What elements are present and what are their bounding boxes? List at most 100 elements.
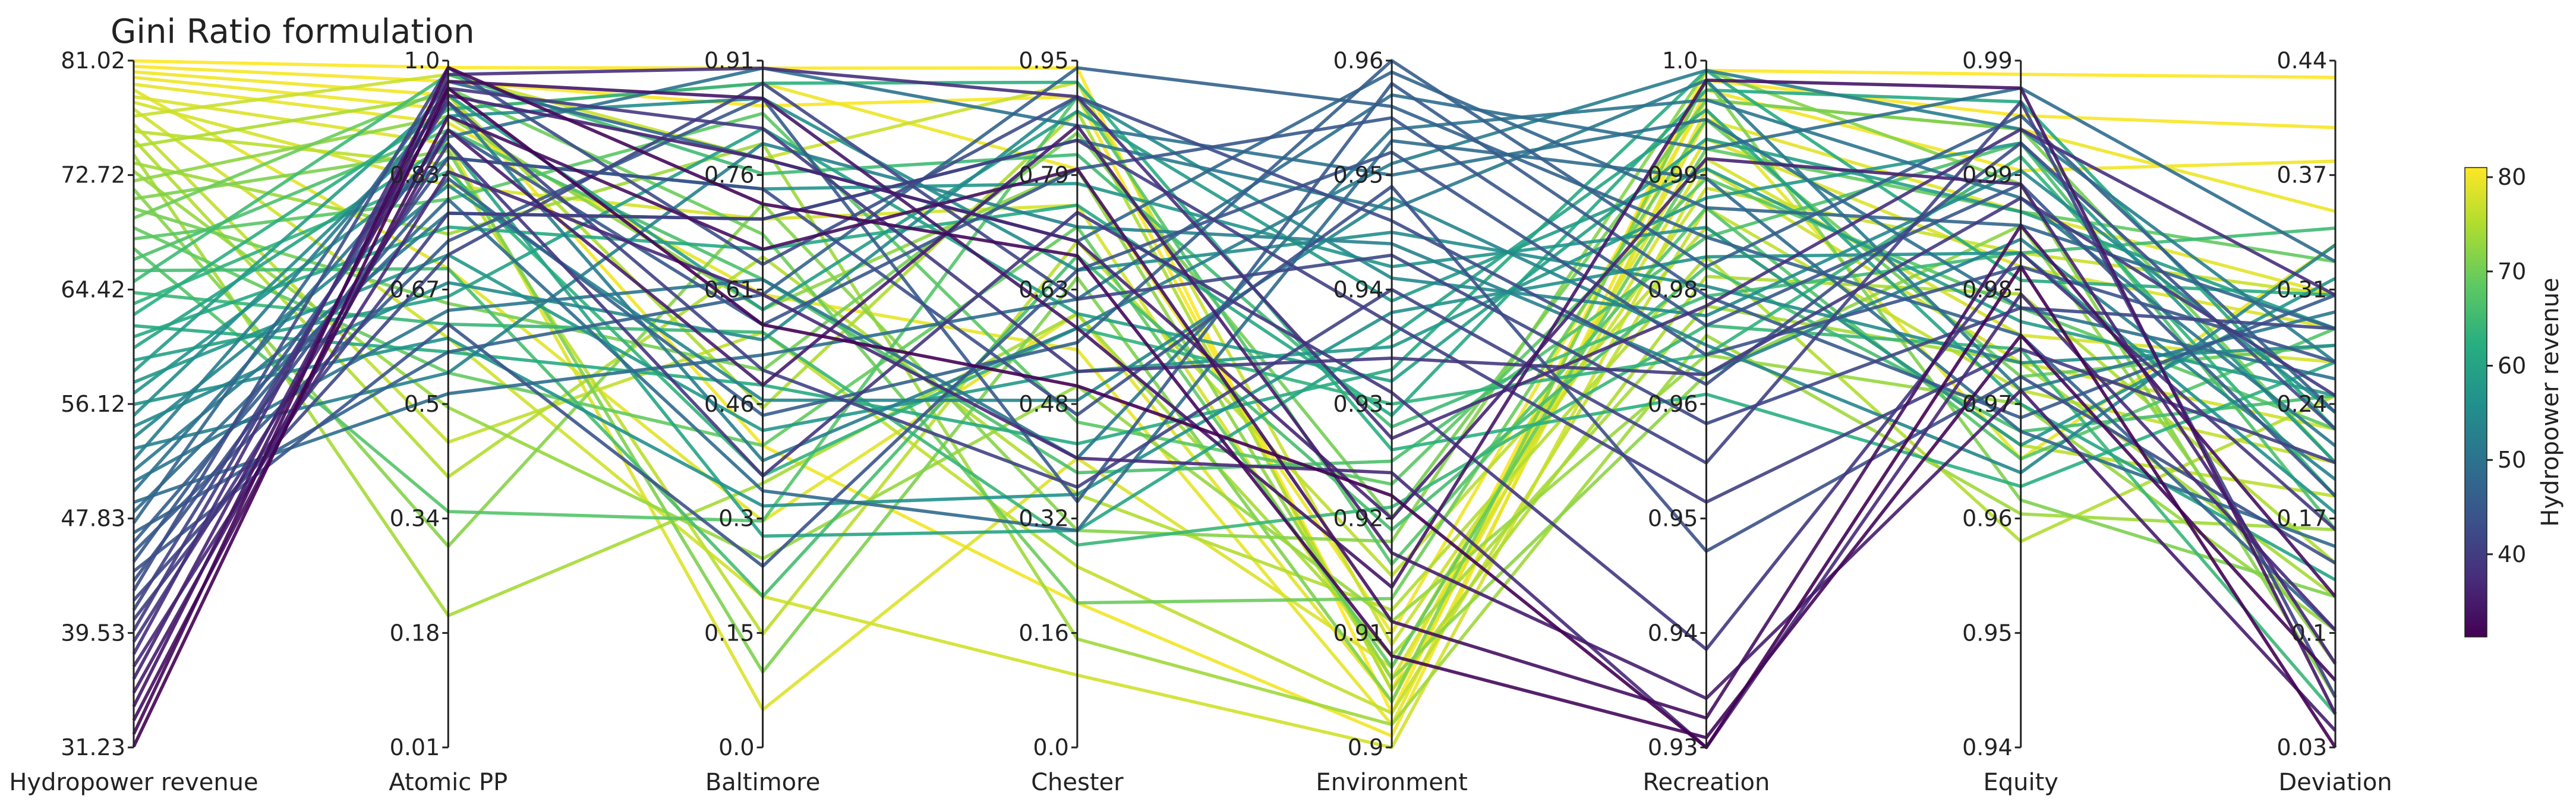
solution-line-24: [133, 112, 2336, 486]
solution-line-57: [132, 65, 2337, 592]
colorbar-label: Hydropower revenue: [2537, 277, 2564, 526]
solution-line-59: [132, 100, 2337, 698]
solution-line-64: [132, 170, 2337, 749]
tick-label: 0.3: [718, 506, 754, 532]
solution-line-66: [132, 124, 2337, 732]
tick-label: 0.18: [390, 620, 440, 646]
axis-label-chester: Chester: [1031, 769, 1124, 796]
axis-label-atomic-pp: Atomic PP: [389, 769, 507, 796]
tick-label: 0.5: [404, 391, 440, 417]
tick-label: 47.83: [61, 506, 125, 532]
solution-line-20: [133, 78, 2336, 703]
tick-label: 0.97: [1962, 391, 2013, 417]
tick-label: 0.44: [2277, 48, 2327, 74]
colorbar-tick-label: 50: [2498, 447, 2526, 473]
tick-label: 0.93: [1333, 391, 1384, 417]
tick-label: 1.0: [404, 48, 440, 74]
tick-label: 0.96: [1962, 506, 2013, 532]
solution-line-41: [133, 95, 2337, 428]
tick-label: 0.76: [704, 162, 755, 188]
tick-label: 0.95: [1648, 506, 1698, 532]
tick-label: 56.12: [61, 391, 125, 417]
solution-line-47: [132, 66, 2336, 493]
solution-line-65: [132, 93, 2337, 680]
solution-line-32: [133, 68, 2336, 446]
tick-label: 0.94: [1648, 620, 1698, 646]
solution-line-63: [132, 66, 2337, 655]
solution-line-36: [133, 93, 2336, 397]
tick-label: 0.94: [1962, 734, 2013, 760]
tick-label: 0.93: [1648, 734, 1698, 760]
tick-label: 0.92: [1333, 506, 1384, 532]
tick-label: 0.91: [1333, 620, 1384, 646]
solution-line-48: [133, 86, 2337, 504]
tick-label: 0.37: [2277, 162, 2327, 188]
tick-label: 0.99: [1962, 48, 2013, 74]
tick-label: 0.98: [1962, 276, 2013, 302]
axis-label-recreation: Recreation: [1642, 769, 1770, 796]
solution-line-21: [133, 98, 2337, 520]
axis-label-hydropower-revenue: Hydropower revenue: [9, 769, 258, 796]
tick-label: 0.0: [1033, 734, 1068, 760]
tick-label: 31.23: [61, 734, 125, 760]
solution-line-70: [132, 86, 2337, 749]
tick-label: 72.72: [61, 162, 125, 188]
axis-label-deviation: Deviation: [2278, 769, 2392, 796]
axis-label-equity: Equity: [1983, 769, 2058, 796]
solution-line-35: [133, 127, 2336, 383]
tick-label: 0.79: [1019, 162, 1069, 188]
solution-line-49: [133, 139, 2336, 548]
tick-label: 0.03: [2277, 734, 2327, 760]
tick-label: 0.0: [718, 734, 754, 760]
tick-label: 0.16: [1019, 620, 1069, 646]
solution-line-62: [132, 142, 2337, 651]
tick-label: 1.0: [1662, 48, 1698, 74]
solution-line-43: [133, 141, 2337, 481]
colorbar: Hydropower revenue 40 50 60 70 80: [2464, 164, 2564, 638]
tick-label: 0.24: [2277, 391, 2327, 417]
tick-label: 39.53: [61, 620, 125, 646]
solution-line-40: [133, 96, 2336, 417]
tick-label: 0.95: [1019, 48, 1069, 74]
solution-line-55: [133, 150, 2336, 573]
solution-line-33: [133, 88, 2337, 431]
tick-label: 0.91: [704, 48, 755, 74]
solution-line-53: [133, 81, 2336, 553]
tick-label: 0.99: [1648, 162, 1698, 188]
colorbar-tick-label: 70: [2498, 258, 2526, 285]
tick-label: 0.67: [390, 276, 440, 302]
tick-label: 81.02: [61, 48, 125, 74]
axes-layer: 81.02 72.72 64.42 56.12 47.83 39.53 31.23 Hydro…: [9, 48, 2392, 796]
colorbar-tick-label: 60: [2498, 353, 2526, 379]
colorbar-tick-label: 80: [2498, 164, 2526, 190]
solution-line-9: [133, 108, 2336, 749]
tick-label: 0.94: [1333, 276, 1384, 302]
axis-label-environment: Environment: [1316, 769, 1467, 796]
tick-label: 0.99: [1962, 162, 2013, 188]
tick-label: 0.95: [1333, 162, 1384, 188]
tick-label: 0.32: [1019, 506, 1069, 532]
axis-label-baltimore: Baltimore: [705, 769, 820, 796]
tick-label: 0.1: [2291, 620, 2327, 646]
solution-line-60: [132, 138, 2336, 621]
solution-line-58: [132, 81, 2336, 602]
chart-title: Gini Ratio formulation: [111, 12, 475, 51]
solution-line-68: [132, 114, 2337, 721]
colorbar-gradient: [2464, 167, 2487, 638]
solution-line-69: [132, 65, 2337, 740]
solution-line-37: [133, 141, 2337, 464]
tick-label: 0.48: [1019, 391, 1069, 417]
solution-line-61: [132, 86, 2337, 632]
tick-label: 64.42: [61, 276, 125, 302]
tick-label: 0.01: [390, 734, 440, 760]
solution-line-34: [133, 108, 2337, 582]
tick-label: 0.9: [1348, 734, 1383, 760]
tick-label: 0.96: [1333, 48, 1384, 74]
colorbar-tick-label: 40: [2498, 541, 2526, 567]
tick-label: 0.61: [704, 276, 755, 302]
tick-label: 0.83: [390, 162, 440, 188]
tick-label: 0.98: [1648, 276, 1698, 302]
tick-label: 0.96: [1648, 391, 1698, 417]
solution-line-13: [132, 138, 2337, 612]
